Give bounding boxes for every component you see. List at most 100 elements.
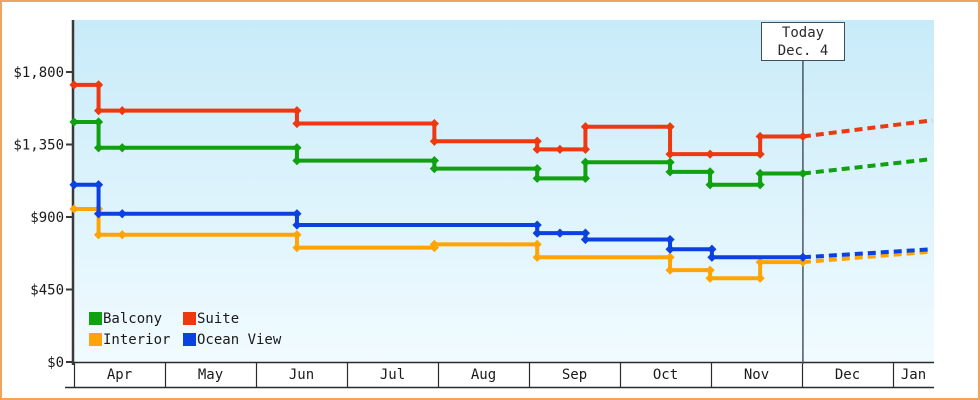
series-marker-suite [665,122,675,132]
series-line-ocean-view [74,182,803,260]
month-label-jan: Jan [901,367,926,383]
series-marker-ocean-view [532,228,542,238]
series-marker-interior [755,257,765,267]
series-marker-balcony [429,156,439,166]
month-label-dec: Dec [835,367,860,383]
series-marker-suite [755,131,765,142]
series-marker-suite [580,144,591,154]
series-marker-interior [292,243,302,253]
series-marker-ocean-view [292,209,302,219]
month-label-may: May [198,367,223,383]
series-projection-interior [802,249,933,265]
legend-swatch-ocean-view [183,333,196,346]
legend-label-suite: Suite [197,310,240,327]
today-annotation: Today Dec. 4 [761,22,845,61]
series-marker-interior [705,265,715,275]
series-marker-ocean-view [532,220,542,230]
chart-layers: Apr May Jun Jul Aug Sep Oct Nov Dec Jan $0 $450 $900… [13,20,934,389]
month-label-oct: Oct [653,367,678,383]
legend-swatch-interior [89,333,102,346]
series-marker-suite [755,149,765,159]
legend-label-interior: Interior [103,331,171,348]
legend-swatch-suite [183,312,196,325]
month-label-jun: Jun [289,367,314,383]
y-axis-label: $450 [30,283,64,299]
month-label-apr: Apr [107,367,132,383]
series-marker-balcony [93,143,104,153]
series-marker-suite [665,149,675,159]
legend-item-balcony: Balcony [89,310,183,327]
series-marker-balcony [292,156,302,166]
series-marker-balcony [69,117,79,127]
series-marker-ocean-view [69,180,79,190]
y-axis-label: $0 [47,355,64,371]
series-marker-balcony [705,180,715,190]
series-marker-ocean-view [665,234,675,245]
y-axis-label: $900 [30,210,64,226]
series-marker-suite [69,80,79,90]
month-label-nov: Nov [744,367,769,383]
series-marker-suite [292,106,302,116]
series-marker-interior [93,230,104,240]
series-marker-balcony [93,117,104,127]
series-marker-balcony [292,143,302,153]
legend-item-ocean-view: Ocean View [183,331,281,348]
series-marker-suite [93,80,104,90]
series-marker-suite [93,106,104,116]
series-marker-interior [532,252,542,262]
series-marker-balcony [532,164,542,174]
series-marker-ocean-view [93,180,104,190]
series-marker-interior [705,273,715,283]
series-marker-interior [292,230,302,240]
series-marker-suite [798,131,808,142]
legend-label-balcony: Balcony [103,310,163,327]
series-marker-ocean-view [707,244,717,254]
series-marker-interior [532,239,542,249]
series-marker-balcony [665,167,675,177]
series-marker-suite [117,106,127,116]
series-marker-suite [580,122,591,132]
series-marker-suite [532,144,542,154]
series-marker-interior [798,257,808,267]
series-marker-balcony [580,173,591,183]
series-marker-ocean-view [665,244,675,254]
series-marker-interior [665,252,675,262]
month-label-jul: Jul [380,367,405,383]
legend-item-interior: Interior [89,331,183,348]
series-marker-ocean-view [93,209,104,219]
legend: Balcony Suite Interior Ocean View [89,310,281,348]
series-marker-suite [555,144,565,154]
series-marker-ocean-view [707,252,717,262]
series-marker-balcony [117,143,127,153]
today-annotation-line1: Today [781,24,825,41]
series-marker-balcony [755,180,765,190]
y-axis-label: $1,800 [13,65,64,81]
series-marker-ocean-view [580,228,591,238]
series-projection-balcony [802,157,933,176]
series-marker-balcony [798,168,808,179]
series-projection-ocean-view [802,247,933,260]
series-marker-suite [292,118,302,129]
series-marker-balcony [665,157,675,167]
series-marker-ocean-view [292,220,302,230]
series-marker-suite [429,136,439,146]
series-marker-ocean-view [580,234,591,245]
series-marker-interior [429,239,439,249]
series-marker-balcony [705,167,715,177]
series-marker-ocean-view [555,228,565,238]
series-projection-suite [802,118,933,139]
series-marker-interior [117,230,127,240]
legend-label-ocean-view: Ocean View [197,331,282,348]
legend-item-suite: Suite [183,310,281,327]
y-axis-label: $1,350 [13,138,64,154]
series-marker-balcony [429,164,439,174]
series-marker-suite [705,149,715,159]
series-marker-suite [429,118,439,129]
series-marker-interior [69,204,79,214]
today-annotation-line2: Dec. 4 [777,42,829,59]
series-marker-interior [755,273,765,283]
plot-background [74,20,934,362]
month-label-aug: Aug [471,367,496,383]
